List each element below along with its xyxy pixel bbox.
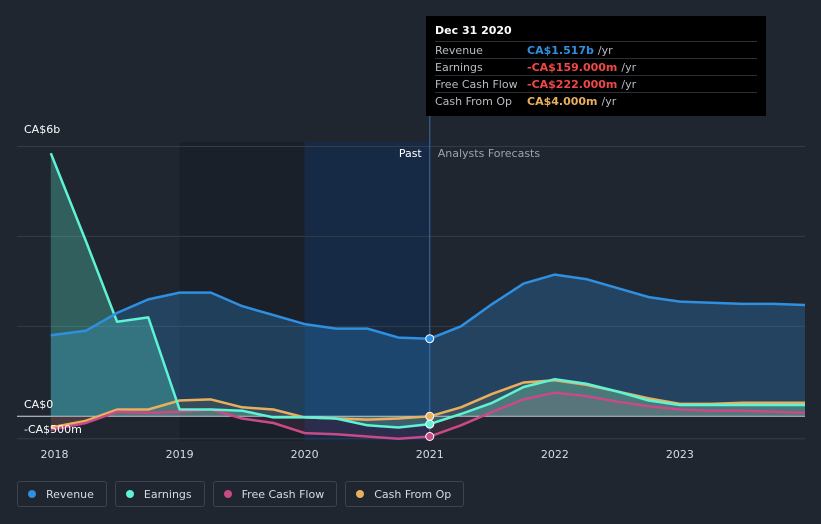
y-axis-label-top: CA$6b [24,123,60,136]
tooltip-value: CA$4.000m [527,94,598,108]
legend-label: Revenue [46,487,94,501]
x-tick-label: 2022 [541,448,569,461]
legend-dot-icon [356,490,365,498]
legend-item-earnings[interactable]: Earnings [114,481,205,507]
x-tick-label: 2019 [166,448,194,461]
legend-label: Earnings [143,487,192,501]
tooltip-unit: /yr [621,60,637,74]
legend-item-free-cash-flow[interactable]: Free Cash Flow [212,481,338,507]
y-axis-label-zero: CA$0 [24,398,53,411]
area-free-cash-flow [50,392,806,439]
tooltip-label: Earnings [435,60,483,74]
x-tick-label: 2021 [416,448,444,461]
tooltip-value: -CA$222.000m [527,77,618,91]
tooltip-row-earnings: Earnings -CA$159.000m /yr [435,58,757,75]
tooltip-unit: /yr [621,77,637,91]
marker-earnings [425,419,435,429]
legend-dot-icon [223,490,232,498]
tooltip-label: Revenue [435,43,483,57]
tooltip-value: CA$1.517b [527,43,594,57]
tooltip-value: -CA$159.000m [527,60,618,74]
marker-cash-from-op [425,411,435,421]
legend-item-revenue[interactable]: Revenue [17,481,107,507]
tooltip: Dec 31 2020 Revenue CA$1.517b /yr Earnin… [426,16,766,116]
tooltip-unit: /yr [601,94,617,108]
legend-dot-icon [125,490,134,498]
tooltip-label: Cash From Op [435,94,513,108]
tooltip-row-revenue: Revenue CA$1.517b /yr [435,41,757,58]
x-tick-label: 2018 [41,448,69,461]
tooltip-date: Dec 31 2020 [435,24,512,37]
legend-label: Cash From Op [374,487,452,501]
tooltip-unit: /yr [597,43,613,57]
past-highlight-band [304,142,430,441]
area-revenue [50,274,806,417]
y-axis-label-bottom: -CA$500m [24,423,82,436]
marker-revenue [425,334,435,344]
legend: Revenue Earnings Free Cash Flow Cash Fro… [17,481,465,507]
x-tick-label: 2020 [291,448,319,461]
legend-dot-icon [28,490,36,498]
forecast-label: Analysts Forecasts [438,147,541,160]
legend-item-cash-from-op[interactable]: Cash From Op [345,481,465,507]
tooltip-row-free-cash-flow: Free Cash Flow -CA$222.000m /yr [435,75,757,92]
marker-free-cash-flow [425,432,435,442]
x-tick-label: 2023 [666,448,694,461]
tooltip-label: Free Cash Flow [435,77,518,91]
area-earnings [50,153,806,428]
past-label: Past [399,147,423,160]
tooltip-row-cash-from-op: Cash From Op CA$4.000m /yr [435,92,757,109]
legend-label: Free Cash Flow [241,487,325,501]
